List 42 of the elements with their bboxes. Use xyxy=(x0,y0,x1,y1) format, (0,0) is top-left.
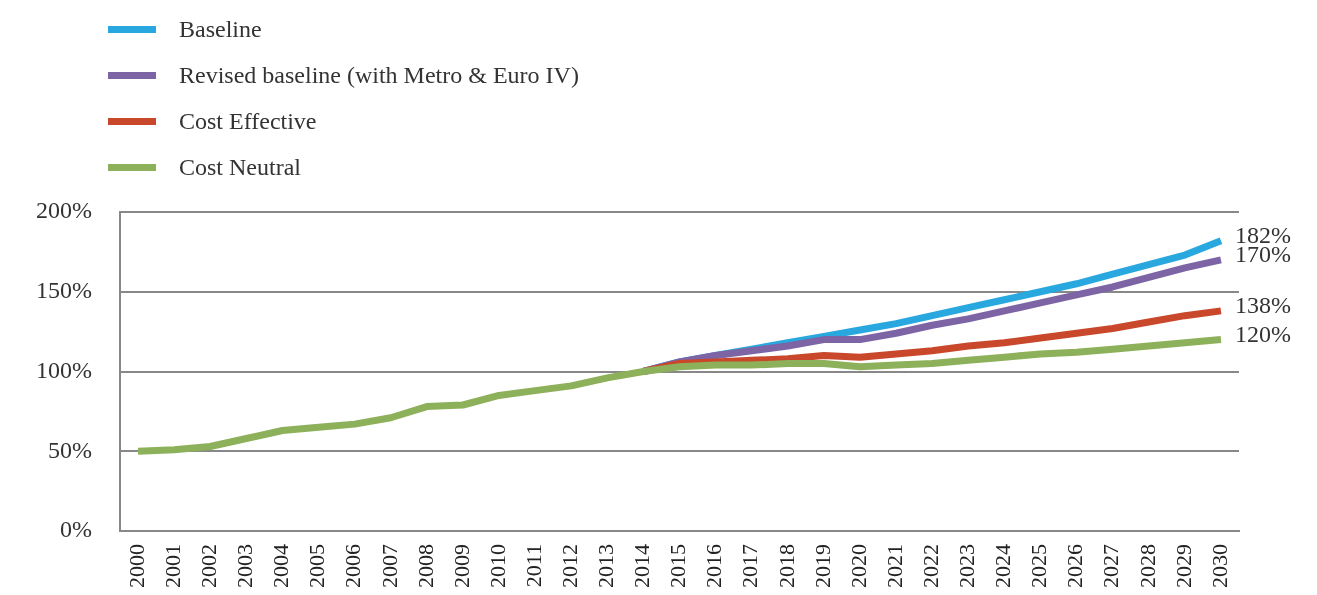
x-tick-label: 2001 xyxy=(159,544,185,588)
y-tick-label: 150% xyxy=(35,277,92,304)
legend-label: Cost Effective xyxy=(179,107,317,135)
x-tick-label: 2003 xyxy=(232,544,258,588)
x-tick-label: 2000 xyxy=(123,544,149,588)
data-label: 120% xyxy=(1234,320,1291,347)
x-tick-label: 2004 xyxy=(268,544,294,588)
x-tick-label: 2006 xyxy=(340,544,366,588)
legend-label: Revised baseline (with Metro & Euro IV) xyxy=(179,61,579,89)
y-tick-label: 100% xyxy=(35,356,92,383)
y-tick-label: 200% xyxy=(35,197,92,224)
x-tick-label: 2013 xyxy=(593,544,619,588)
y-tick-label: 50% xyxy=(47,436,92,463)
x-tick-label: 2002 xyxy=(196,544,222,588)
x-tick-label: 2024 xyxy=(990,544,1016,588)
x-tick-label: 2007 xyxy=(376,544,402,588)
x-tick-label: 2029 xyxy=(1170,544,1196,588)
x-tick-label: 2016 xyxy=(701,544,727,588)
x-tick-label: 2020 xyxy=(845,544,871,588)
x-tick-label: 2011 xyxy=(520,544,546,588)
x-tick-label: 2014 xyxy=(629,544,655,588)
x-tick-label: 2025 xyxy=(1026,544,1052,588)
x-tick-label: 2009 xyxy=(448,544,474,588)
x-tick-label: 2008 xyxy=(412,544,438,588)
x-tick-label: 2018 xyxy=(773,544,799,588)
x-tick-label: 2027 xyxy=(1098,544,1124,588)
x-tick-label: 2021 xyxy=(881,544,907,588)
x-tick-label: 2030 xyxy=(1206,544,1232,588)
x-tick-label: 2015 xyxy=(665,544,691,588)
legend-label: Baseline xyxy=(179,15,262,43)
x-tick-label: 2026 xyxy=(1062,544,1088,588)
x-tick-label: 2022 xyxy=(917,544,943,588)
x-tick-label: 2010 xyxy=(484,544,510,588)
y-tick-label: 0% xyxy=(59,516,92,543)
x-tick-label: 2028 xyxy=(1134,544,1160,588)
x-tick-label: 2017 xyxy=(737,544,763,588)
x-tick-label: 2019 xyxy=(809,544,835,588)
x-tick-label: 2012 xyxy=(556,544,582,588)
data-label: 138% xyxy=(1234,292,1291,319)
legend-label: Cost Neutral xyxy=(179,153,301,181)
x-tick-label: 2023 xyxy=(954,544,980,588)
x-tick-label: 2005 xyxy=(304,544,330,588)
